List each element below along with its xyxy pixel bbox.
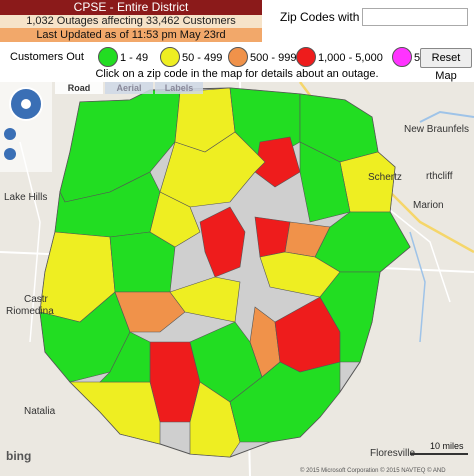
zip-area[interactable]: [149, 191, 201, 248]
legend-swatch: [296, 47, 316, 67]
tab-bg[interactable]: [155, 82, 203, 94]
place-labels: New Braunfels Schertz Marion rthcliff Lake H…: [4, 124, 469, 459]
zip-area[interactable]: [149, 341, 201, 423]
scale-bar: 10 miles: [410, 441, 468, 455]
zip-area[interactable]: [254, 216, 291, 258]
legend-text: 1,000 - 5,000: [318, 52, 383, 64]
tab-bg[interactable]: [105, 82, 153, 94]
place-label: Marion: [413, 200, 444, 211]
legend-text: 50 - 499: [182, 52, 223, 64]
place-label: Natalia: [24, 406, 56, 417]
legend-swatch: [160, 47, 180, 67]
legend: Customers Out 1 - 49 50 - 499 500 - 999 1,0…: [0, 46, 474, 68]
zip-area[interactable]: [114, 291, 186, 333]
map-tabs[interactable]: Road Aerial Labels: [55, 82, 203, 94]
tab[interactable]: Aerial: [116, 83, 141, 93]
zip-area[interactable]: [229, 361, 341, 443]
zip-select[interactable]: [362, 8, 468, 26]
instruction: Click on a zip code in the map for detai…: [95, 68, 379, 80]
nav-control[interactable]: [0, 82, 52, 172]
map[interactable]: New Braunfels Schertz Marion rthcliff Lake H…: [0, 82, 474, 476]
zip-area[interactable]: [109, 231, 176, 293]
summary: 1,032 Outages affecting 33,462 Customers: [0, 15, 262, 28]
place-label: Riomedina: [6, 306, 54, 317]
zip-area[interactable]: [199, 206, 246, 278]
legend-label: Customers Out: [10, 51, 84, 63]
zip-area[interactable]: [319, 271, 381, 363]
place-label: Castr: [24, 294, 49, 305]
reset-button[interactable]: Reset Map: [420, 48, 472, 82]
tab[interactable]: Labels: [165, 83, 194, 93]
zip-areas[interactable]: [39, 87, 411, 458]
zip-area[interactable]: [299, 141, 351, 223]
scale-label: 10 miles: [430, 441, 464, 451]
place-label: Floresville: [370, 448, 415, 459]
copyright: © 2015 Microsoft Corporation © 2015 NAVT…: [300, 467, 446, 474]
title-bar: CPSE - Entire District: [0, 0, 262, 15]
place-label: Lake Hills: [4, 192, 47, 203]
legend-swatch: [98, 47, 118, 67]
logo: bing: [6, 449, 31, 463]
legend-swatch: [392, 47, 412, 67]
legend-text: 500 - 999: [250, 52, 297, 64]
zip-area[interactable]: [169, 276, 241, 323]
updated: Last Updated as of 11:53 pm May 23rd: [0, 28, 262, 42]
zip-area[interactable]: [69, 381, 161, 445]
tab-bg[interactable]: [55, 82, 103, 94]
legend-text: 1 - 49: [120, 52, 149, 64]
zip-area[interactable]: [99, 331, 151, 383]
place-label: rthcliff: [426, 171, 453, 182]
legend-swatch: [228, 47, 248, 67]
place-label: New Braunfels: [404, 124, 469, 135]
tab[interactable]: Road: [68, 83, 91, 93]
place-label: Schertz: [368, 172, 402, 183]
